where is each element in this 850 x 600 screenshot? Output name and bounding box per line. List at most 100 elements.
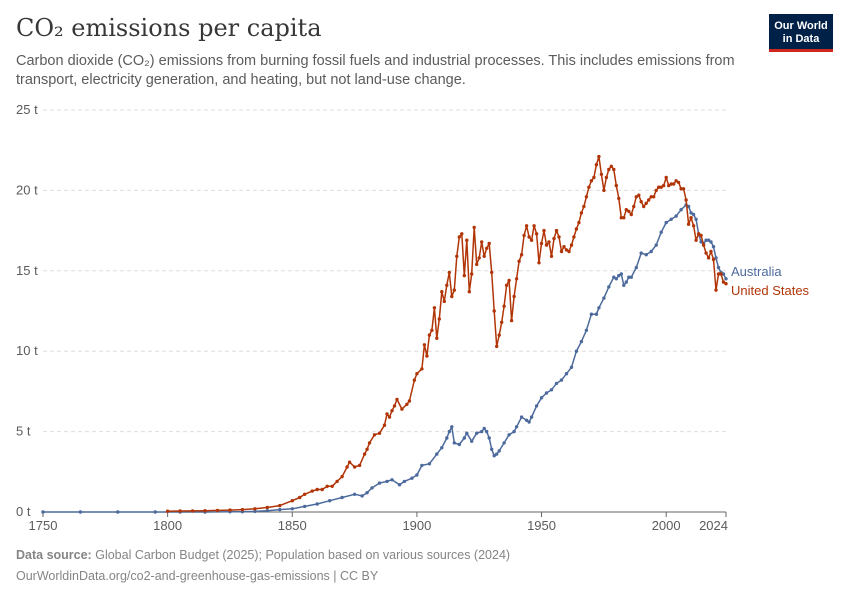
data-point-australia — [440, 446, 444, 450]
data-point-united-states — [652, 195, 656, 199]
data-point-united-states — [415, 372, 419, 376]
data-point-united-states — [662, 183, 666, 188]
data-point-united-states — [622, 216, 626, 220]
data-point-united-states — [475, 262, 479, 267]
data-point-united-states — [524, 224, 529, 228]
data-point-united-states — [450, 294, 454, 299]
data-point-australia — [539, 396, 544, 400]
data-point-united-states — [422, 343, 427, 347]
data-point-australia — [627, 275, 631, 279]
data-point-united-states — [303, 492, 307, 496]
data-point-australia — [644, 253, 648, 257]
data-point-united-states — [519, 253, 524, 257]
data-point-australia — [490, 447, 494, 451]
data-point-australia — [694, 217, 698, 221]
data-point-united-states — [298, 495, 302, 500]
data-point-united-states — [629, 212, 633, 217]
data-point-united-states — [400, 407, 404, 411]
data-point-united-states — [432, 306, 437, 310]
data-point-united-states — [684, 198, 688, 202]
data-point-united-states — [634, 195, 638, 199]
data-point-australia — [253, 509, 257, 514]
data-point-united-states — [490, 270, 494, 275]
data-point-australia — [450, 425, 454, 429]
data-point-united-states — [480, 240, 484, 244]
data-point-australia — [497, 449, 501, 453]
data-point-united-states — [639, 200, 643, 204]
data-point-united-states — [522, 233, 526, 238]
data-point-australia — [365, 491, 369, 495]
data-point-australia — [579, 339, 584, 344]
data-point-united-states — [674, 179, 678, 183]
series-label-united-states: United States — [731, 283, 810, 298]
data-point-united-states — [567, 249, 571, 254]
data-point-australia — [492, 454, 496, 458]
data-point-australia — [153, 510, 157, 514]
data-point-australia — [480, 429, 484, 434]
data-point-australia — [385, 479, 389, 484]
data-point-united-states — [597, 154, 601, 159]
data-point-australia — [360, 494, 364, 498]
owid-logo[interactable]: Our World in Data — [769, 14, 833, 52]
data-point-australia — [639, 251, 643, 255]
data-point-united-states — [584, 195, 589, 199]
data-point-united-states — [714, 288, 718, 292]
data-point-united-states — [430, 328, 434, 332]
data-point-united-states — [709, 249, 713, 254]
data-point-united-states — [547, 240, 551, 244]
data-point-united-states — [592, 175, 596, 180]
data-point-united-states — [539, 241, 544, 246]
x-tick-label-2024: 2024 — [699, 518, 728, 533]
data-point-united-states — [549, 254, 554, 258]
data-point-australia — [704, 238, 708, 242]
data-point-united-states — [452, 288, 456, 292]
data-point-australia — [482, 426, 486, 431]
data-point-united-states — [642, 204, 646, 209]
data-point-australia — [470, 439, 474, 443]
footer-url[interactable]: OurWorldinData.org/co2-and-greenhouse-ga… — [16, 569, 379, 583]
data-point-united-states — [467, 290, 471, 294]
data-point-united-states — [691, 224, 696, 228]
data-point-australia — [514, 425, 519, 429]
data-point-australia — [352, 492, 357, 496]
data-point-united-states — [504, 283, 509, 287]
data-point-australia — [714, 256, 718, 260]
data-point-united-states — [330, 484, 334, 488]
data-point-australia — [529, 415, 534, 419]
data-point-united-states — [559, 249, 564, 254]
data-point-united-states — [719, 272, 723, 276]
data-point-australia — [597, 306, 601, 310]
data-point-australia — [452, 441, 456, 445]
data-point-united-states — [335, 479, 339, 484]
data-point-united-states — [347, 460, 352, 464]
y-tick-label-20: 20 t — [16, 182, 38, 197]
data-point-australia — [485, 429, 489, 434]
footer-source-label: Data source: — [16, 548, 92, 562]
data-point-australia — [549, 388, 554, 392]
data-point-united-states — [362, 452, 367, 456]
data-point-united-states — [425, 354, 429, 358]
data-point-australia — [487, 436, 491, 440]
data-point-united-states — [514, 277, 519, 281]
data-point-united-states — [544, 243, 549, 247]
data-point-united-states — [667, 183, 671, 188]
data-point-united-states — [367, 441, 372, 445]
data-point-australia — [664, 220, 668, 225]
data-point-united-states — [507, 278, 511, 283]
data-point-united-states — [492, 309, 496, 313]
data-point-united-states — [365, 447, 369, 451]
data-point-australia — [41, 510, 45, 514]
data-point-united-states — [557, 235, 561, 239]
x-tick-label-1750: 1750 — [29, 518, 58, 533]
data-point-australia — [669, 217, 673, 221]
data-point-united-states — [594, 163, 599, 167]
data-point-united-states — [716, 272, 721, 276]
data-point-united-states — [340, 474, 344, 479]
data-point-australia — [447, 429, 451, 434]
data-point-united-states — [445, 283, 449, 287]
data-point-australia — [679, 208, 683, 212]
data-point-united-states — [659, 185, 663, 189]
data-point-australia — [427, 462, 432, 466]
data-point-united-states — [407, 399, 412, 403]
data-point-australia — [527, 420, 531, 424]
